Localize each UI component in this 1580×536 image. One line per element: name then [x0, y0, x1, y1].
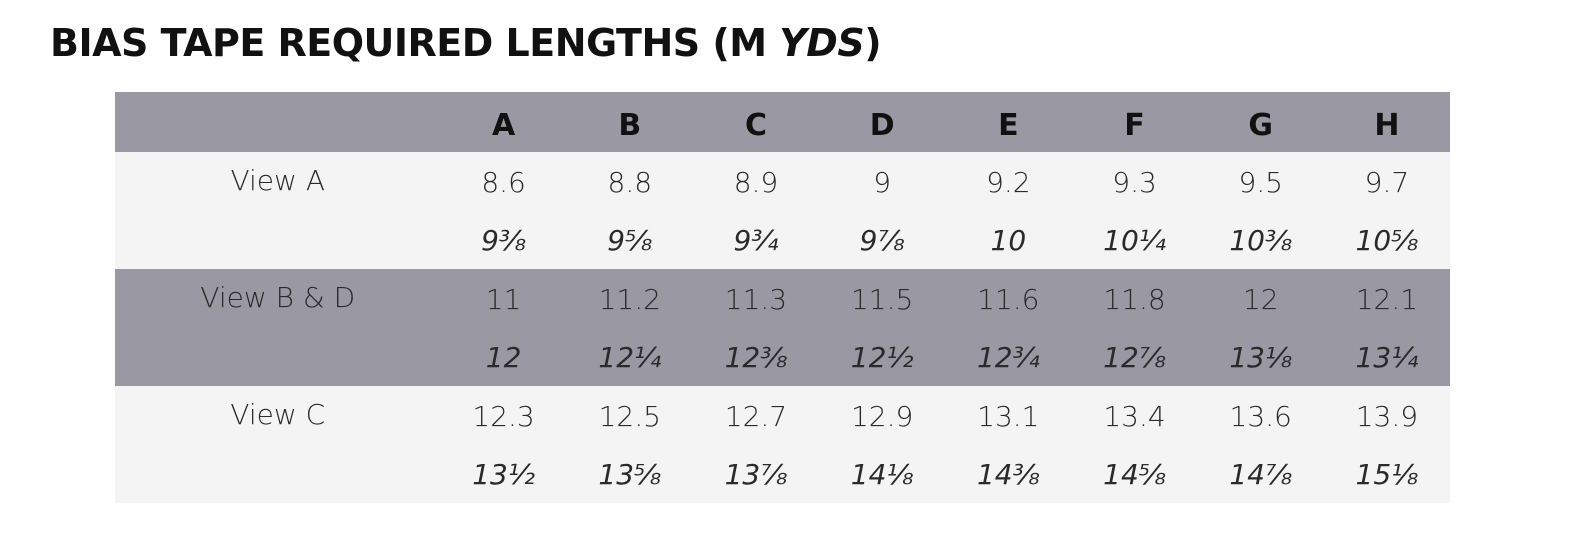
header-size-f: F: [1124, 107, 1145, 143]
imperial-value: 12⅜: [724, 341, 788, 374]
row-group-view-c: View C 12.3 12.5 12.7 12.9 13.1 13.4 13.…: [115, 386, 1450, 503]
imperial-value: 10: [990, 224, 1027, 257]
imperial-value: 12¾: [976, 341, 1040, 374]
imperial-value: 13⅛: [1229, 341, 1293, 374]
header-size-d: D: [869, 107, 895, 143]
row-label: View A: [230, 164, 325, 197]
imperial-value: 12⅞: [1103, 341, 1166, 374]
metric-value: 11.8: [1103, 282, 1166, 316]
metric-value: 9.2: [986, 165, 1031, 199]
table-row-metric: View C 12.3 12.5 12.7 12.9 13.1 13.4 13.…: [115, 386, 1450, 446]
title-alt-unit: YDS: [779, 21, 865, 65]
imperial-value: 10⅜: [1229, 224, 1293, 257]
metric-value: 13.6: [1229, 399, 1292, 433]
imperial-value: 10⅝: [1355, 224, 1419, 257]
row-group-view-b-d: View B & D 11 11.2 11.3 11.5 11.6 11.8 1…: [115, 269, 1450, 386]
row-group-view-a: View A 8.6 8.8 8.9 9 9.2 9.3 9.5 9.7 9⅜ …: [115, 152, 1450, 269]
metric-value: 9: [873, 165, 892, 199]
table-row-metric: View B & D 11 11.2 11.3 11.5 11.6 11.8 1…: [115, 269, 1450, 329]
metric-value: 12.1: [1355, 282, 1419, 316]
page-title: BIAS TAPE REQUIRED LENGTHS (M YDS): [50, 18, 882, 68]
metric-value: 9.3: [1112, 165, 1157, 199]
metric-value: 11: [485, 282, 522, 316]
imperial-value: 13⅝: [598, 458, 662, 491]
metric-value: 11.5: [850, 282, 914, 316]
metric-value: 8.8: [607, 165, 653, 199]
imperial-value: 12¼: [598, 341, 662, 374]
imperial-value: 13½: [472, 458, 535, 491]
header-size-b: B: [618, 107, 642, 143]
imperial-value: 12½: [850, 341, 914, 374]
metric-value: 8.9: [733, 165, 779, 199]
metric-value: 12: [1242, 282, 1279, 316]
imperial-value: 14⅞: [1229, 458, 1293, 491]
bias-tape-length-table: A B C D E F G H View A 8.6 8.8 8.9 9 9.2…: [115, 92, 1450, 503]
header-cell-empty: [115, 92, 440, 152]
row-label: View B & D: [200, 281, 356, 314]
metric-value: 13.4: [1103, 399, 1166, 433]
header-size-h: H: [1374, 107, 1400, 143]
imperial-value: 9⅝: [607, 224, 653, 257]
imperial-value: 14⅛: [850, 458, 914, 491]
table-header-row: A B C D E F G H: [115, 92, 1450, 152]
imperial-value: 9⅜: [481, 224, 527, 257]
title-main: BIAS TAPE REQUIRED LENGTHS (M: [50, 21, 767, 65]
metric-value: 12.9: [850, 399, 914, 433]
metric-value: 11.2: [598, 282, 661, 316]
imperial-value: 13⅞: [724, 458, 788, 491]
imperial-value: 9⅞: [859, 224, 905, 257]
imperial-value: 15⅛: [1355, 458, 1419, 491]
metric-value: 13.9: [1355, 399, 1419, 433]
imperial-value: 14⅜: [976, 458, 1040, 491]
imperial-value: 14⅝: [1103, 458, 1166, 491]
metric-value: 12.3: [472, 399, 535, 433]
metric-value: 12.5: [598, 399, 661, 433]
metric-value: 13.1: [977, 399, 1040, 433]
metric-value: 9.7: [1364, 165, 1410, 199]
metric-value: 12.7: [724, 399, 788, 433]
imperial-value: 10¼: [1103, 224, 1166, 257]
header-size-c: C: [744, 107, 767, 143]
table-row-metric: View A 8.6 8.8 8.9 9 9.2 9.3 9.5 9.7: [115, 152, 1450, 212]
header-size-e: E: [998, 107, 1019, 143]
metric-value: 9.5: [1238, 165, 1283, 199]
imperial-value: 9¾: [733, 224, 779, 257]
imperial-value: 12: [485, 341, 522, 374]
header-size-a: A: [491, 107, 516, 143]
metric-value: 8.6: [481, 165, 526, 199]
metric-value: 11.6: [977, 282, 1040, 316]
metric-value: 11.3: [724, 282, 788, 316]
title-close: ): [864, 21, 882, 65]
row-label: View C: [230, 398, 326, 431]
header-size-g: G: [1248, 107, 1274, 143]
imperial-value: 13¼: [1355, 341, 1419, 374]
